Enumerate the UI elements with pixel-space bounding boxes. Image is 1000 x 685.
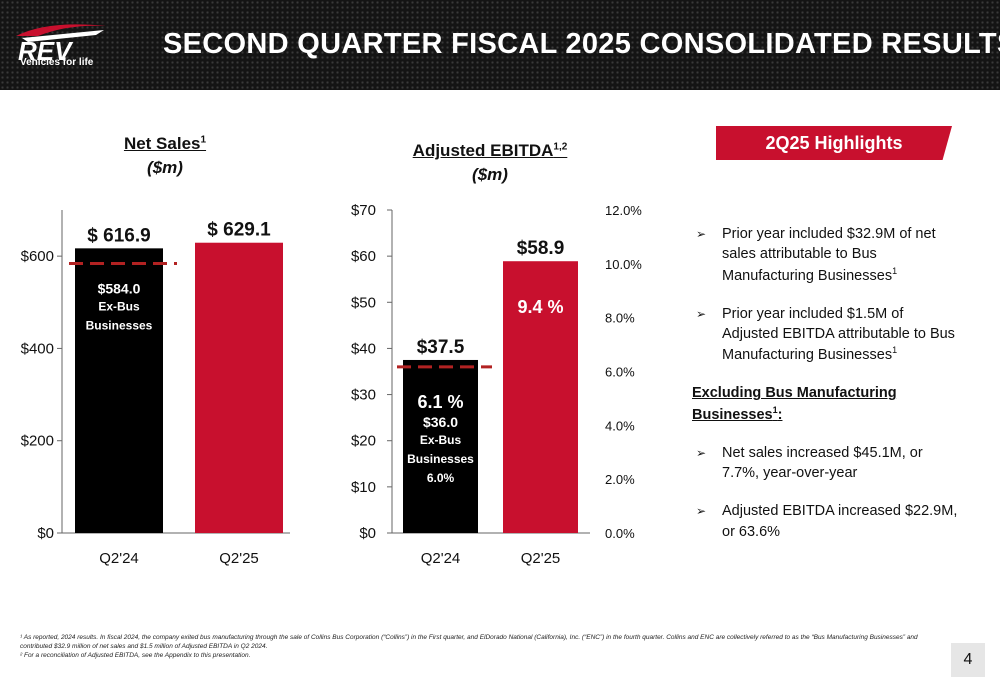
net-sales-x-tick-label: Q2'24 [99,550,139,567]
ebitda-annotation-line: Businesses [407,452,474,466]
highlight-text: Adjusted EBITDA increased $22.9M, or 63.… [722,503,958,540]
ebitda-annotation-line: Ex-Bus [420,433,462,447]
arrow-bullet-icon: ➢ [696,445,707,460]
ebitda-y2-tick-label: 12.0% [605,203,642,218]
rev-logo: REV [16,24,106,66]
ebitda-bar [403,359,478,533]
net-sales-y-tick-label: $200 [21,433,54,450]
ebitda-y-tick-label: $0 [359,525,376,542]
ebitda-y2-tick-label: 0.0% [605,526,635,541]
ebitda-x-tick-label: Q2'24 [421,550,461,567]
page-number: 4 [951,643,985,677]
ebitda-unit: ($m) [472,165,508,184]
net-sales-y-tick-label: $600 [21,248,54,265]
arrow-bullet-icon: ➢ [696,306,707,321]
ebitda-y2-tick-label: 6.0% [605,365,635,380]
ebitda-margin-label: 9.4 % [517,297,563,317]
ebitda-y-tick-label: $10 [351,479,376,496]
highlights-list: ➢ Prior year included $32.9M of net sale… [692,224,962,560]
footnote-1: ¹ As reported, 2024 results. In fiscal 2… [20,634,918,650]
ebitda-y-tick-label: $50 [351,294,376,311]
ebitda-annotation-line: 6.0% [427,471,455,485]
net-sales-unit: ($m) [147,158,183,177]
ebitda-chart-title: Adjusted EBITDA1,2 ($m) [400,141,580,185]
highlight-item: ➢ Adjusted EBITDA increased $22.9M, or 6… [692,501,962,542]
ebitda-margin-label: 6.1 % [417,392,463,412]
logo-text: REV [18,36,74,66]
ebitda-y2-tick-label: 10.0% [605,257,642,272]
footnotes: ¹ As reported, 2024 results. In fiscal 2… [20,634,940,660]
ebitda-bar [503,261,578,533]
net-sales-x-tick-label: Q2'25 [219,550,259,567]
highlights-banner: 2Q25 Highlights [716,126,952,160]
ebitda-value-label: $37.5 [417,337,465,358]
ebitda-value-label: $58.9 [517,238,565,259]
ebitda-y-tick-label: $60 [351,248,376,265]
net-sales-value-label: $ 629.1 [207,220,271,241]
highlight-item: ➢ Net sales increased $45.1M, or 7.7%, y… [692,443,962,484]
highlight-text: Net sales increased $45.1M, or 7.7%, yea… [722,444,923,482]
highlight-text: Prior year included $1.5M of Adjusted EB… [722,305,955,364]
arrow-bullet-icon: ➢ [696,227,707,241]
ebitda-title-text: Adjusted EBITDA1,2 [412,141,568,160]
net-sales-annotation-line: $584.0 [98,281,141,297]
highlight-text: Prior year included $32.9M of net sales … [722,226,936,284]
ebitda-x-tick-label: Q2'25 [521,550,561,567]
ebitda-annotation-line: $36.0 [423,414,458,430]
ebitda-y2-tick-label: 2.0% [605,472,635,487]
ebitda-y-tick-label: $20 [351,433,376,450]
net-sales-chart-title: Net Sales1 ($m) [90,134,240,178]
highlight-item: ➢ Prior year included $1.5M of Adjusted … [696,305,955,364]
net-sales-annotation-line: Ex-Bus [98,300,140,314]
ebitda-y-tick-label: $30 [351,387,376,404]
page-title: SECOND QUARTER FISCAL 2025 CONSOLIDATED … [163,28,1000,60]
arrow-bullet-icon: ➢ [696,504,707,519]
ebitda-y2-tick-label: 8.0% [605,311,635,326]
ebitda-y-tick-label: $40 [351,340,376,357]
net-sales-bar [195,242,283,534]
net-sales-value-label: $ 616.9 [87,225,150,246]
footnote-2: ² For a reconciliation of Adjusted EBITD… [20,651,251,659]
net-sales-title-text: Net Sales1 [123,134,207,153]
header-banner: REV Vehicles for life SECOND QUARTER FIS… [0,0,1000,90]
ebitda-y-tick-label: $70 [351,202,376,219]
net-sales-y-tick-label: $400 [21,340,54,357]
highlights-subheading: Excluding Bus Manufacturing Businesses1: [692,385,897,423]
net-sales-annotation-line: Businesses [86,319,153,333]
net-sales-y-tick-label: $0 [37,525,54,542]
ebitda-y2-tick-label: 4.0% [605,418,635,433]
highlight-item: ➢ Prior year included $32.9M of net sale… [696,226,936,284]
logo-tagline: Vehicles for life [20,57,94,68]
net-sales-bar [75,248,163,533]
